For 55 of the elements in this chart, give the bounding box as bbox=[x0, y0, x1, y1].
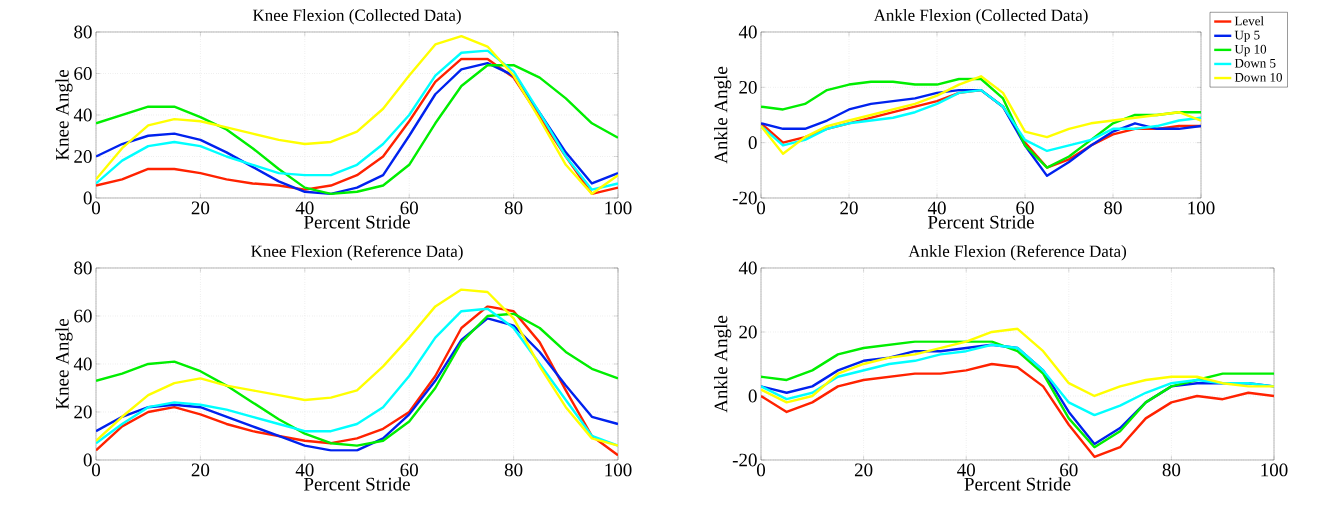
y-tick-label: 20 bbox=[74, 405, 92, 419]
y-axis-title: Knee Angle bbox=[55, 70, 73, 161]
y-tick-label: 80 bbox=[74, 25, 92, 39]
y-tick-label: 40 bbox=[738, 25, 757, 39]
x-tick-label: 60 bbox=[400, 201, 418, 215]
legend-label: Down 5 bbox=[1234, 58, 1276, 68]
x-tick-label: 20 bbox=[854, 463, 873, 477]
x-tick-label: 80 bbox=[504, 201, 523, 215]
y-tick-label: 60 bbox=[74, 67, 92, 80]
chart-title: Knee Flexion (Collected Data) bbox=[252, 9, 461, 25]
y-tick-label: -20 bbox=[732, 191, 757, 205]
y-tick-label: 20 bbox=[739, 325, 757, 339]
x-tick-label: 100 bbox=[1188, 201, 1215, 215]
x-tick-label: 20 bbox=[191, 201, 210, 215]
x-axis-title: Percent Stride bbox=[304, 215, 410, 229]
legend-label: Down 10 bbox=[1234, 72, 1282, 82]
y-tick-label: 0 bbox=[83, 453, 92, 467]
x-tick-label: 80 bbox=[504, 463, 523, 477]
y-axis-title: Knee Angle bbox=[55, 319, 73, 410]
x-tick-label: 80 bbox=[1104, 201, 1122, 215]
x-tick-label: 60 bbox=[1016, 201, 1034, 215]
y-tick-label: 60 bbox=[74, 309, 92, 323]
chart-title: Ankle Flexion (Reference Data) bbox=[908, 244, 1127, 261]
x-tick-label: 100 bbox=[1261, 463, 1288, 477]
y-tick-label: 0 bbox=[83, 191, 92, 205]
y-tick-label: 20 bbox=[739, 80, 757, 94]
x-tick-label: 20 bbox=[840, 201, 858, 215]
x-tick-label: 100 bbox=[605, 463, 632, 477]
x-tick-label: 40 bbox=[295, 463, 314, 477]
y-tick-label: -20 bbox=[732, 453, 757, 467]
x-axis-title: Percent Stride bbox=[964, 477, 1071, 491]
x-tick-label: 80 bbox=[1162, 463, 1181, 477]
y-tick-label: 20 bbox=[74, 150, 92, 163]
x-tick-label: 100 bbox=[605, 201, 632, 215]
y-tick-label: 40 bbox=[738, 261, 757, 275]
x-tick-label: 60 bbox=[1060, 463, 1078, 477]
x-axis-title: Percent Stride bbox=[304, 477, 410, 491]
y-tick-label: 40 bbox=[73, 357, 92, 371]
chart-title: Knee Flexion (Reference Data) bbox=[251, 244, 463, 261]
y-tick-label: 40 bbox=[73, 108, 92, 122]
x-tick-label: 20 bbox=[191, 463, 210, 477]
y-axis-title: Ankle Angle bbox=[714, 315, 732, 413]
y-axis-title: Ankle Angle bbox=[714, 66, 732, 164]
x-tick-label: 40 bbox=[957, 463, 975, 477]
legend-label: Up 10 bbox=[1234, 44, 1267, 57]
x-tick-label: 60 bbox=[400, 463, 418, 477]
x-tick-label: 40 bbox=[295, 201, 314, 215]
legend-label: Level bbox=[1234, 16, 1264, 26]
x-axis-title: Percent Stride bbox=[928, 215, 1034, 229]
x-tick-label: 40 bbox=[927, 201, 946, 215]
legend-label: Up 5 bbox=[1234, 30, 1260, 43]
y-tick-label: 0 bbox=[748, 136, 757, 150]
y-tick-label: 0 bbox=[748, 389, 757, 403]
chart-title: Ankle Flexion (Collected Data) bbox=[873, 9, 1088, 25]
y-tick-label: 80 bbox=[74, 261, 92, 275]
